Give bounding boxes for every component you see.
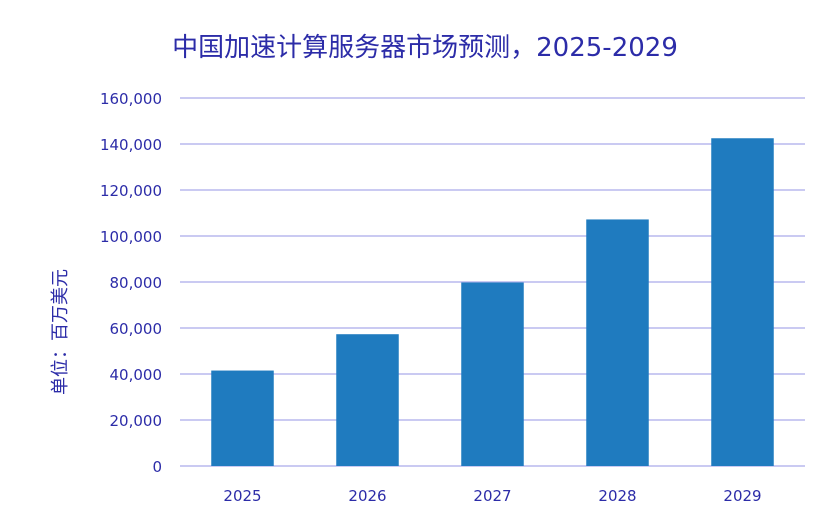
x-tick-label: 2028	[598, 487, 636, 505]
y-tick-label: 0	[152, 458, 162, 476]
bar-2028	[586, 219, 649, 466]
y-tick-label: 100,000	[100, 228, 162, 246]
y-axis-tick-labels: 0 20,000 40,000 60,000 80,000 100,000 120,000 1…	[100, 90, 162, 476]
bars	[211, 138, 774, 466]
x-tick-label: 2027	[473, 487, 511, 505]
bar-2025	[211, 370, 274, 466]
y-tick-label: 120,000	[100, 182, 162, 200]
y-axis-title: 单位：百万美元	[50, 269, 71, 395]
x-axis-tick-labels: 2025 2026 2027 2028 2029	[223, 487, 761, 505]
y-tick-label: 160,000	[100, 90, 162, 108]
bar-2026	[336, 334, 399, 466]
x-tick-label: 2026	[348, 487, 386, 505]
grid-lines	[180, 97, 805, 467]
y-tick-label: 60,000	[110, 320, 163, 338]
x-tick-label: 2025	[223, 487, 261, 505]
bar-2029	[711, 138, 774, 466]
y-tick-label: 140,000	[100, 136, 162, 154]
y-tick-label: 80,000	[110, 274, 163, 292]
y-tick-label: 20,000	[110, 412, 163, 430]
y-tick-label: 40,000	[110, 366, 163, 384]
x-tick-label: 2029	[723, 487, 761, 505]
chart-title: 中国加速计算服务器市场预测，2025-2029	[172, 33, 678, 63]
bar-2027	[461, 282, 524, 466]
